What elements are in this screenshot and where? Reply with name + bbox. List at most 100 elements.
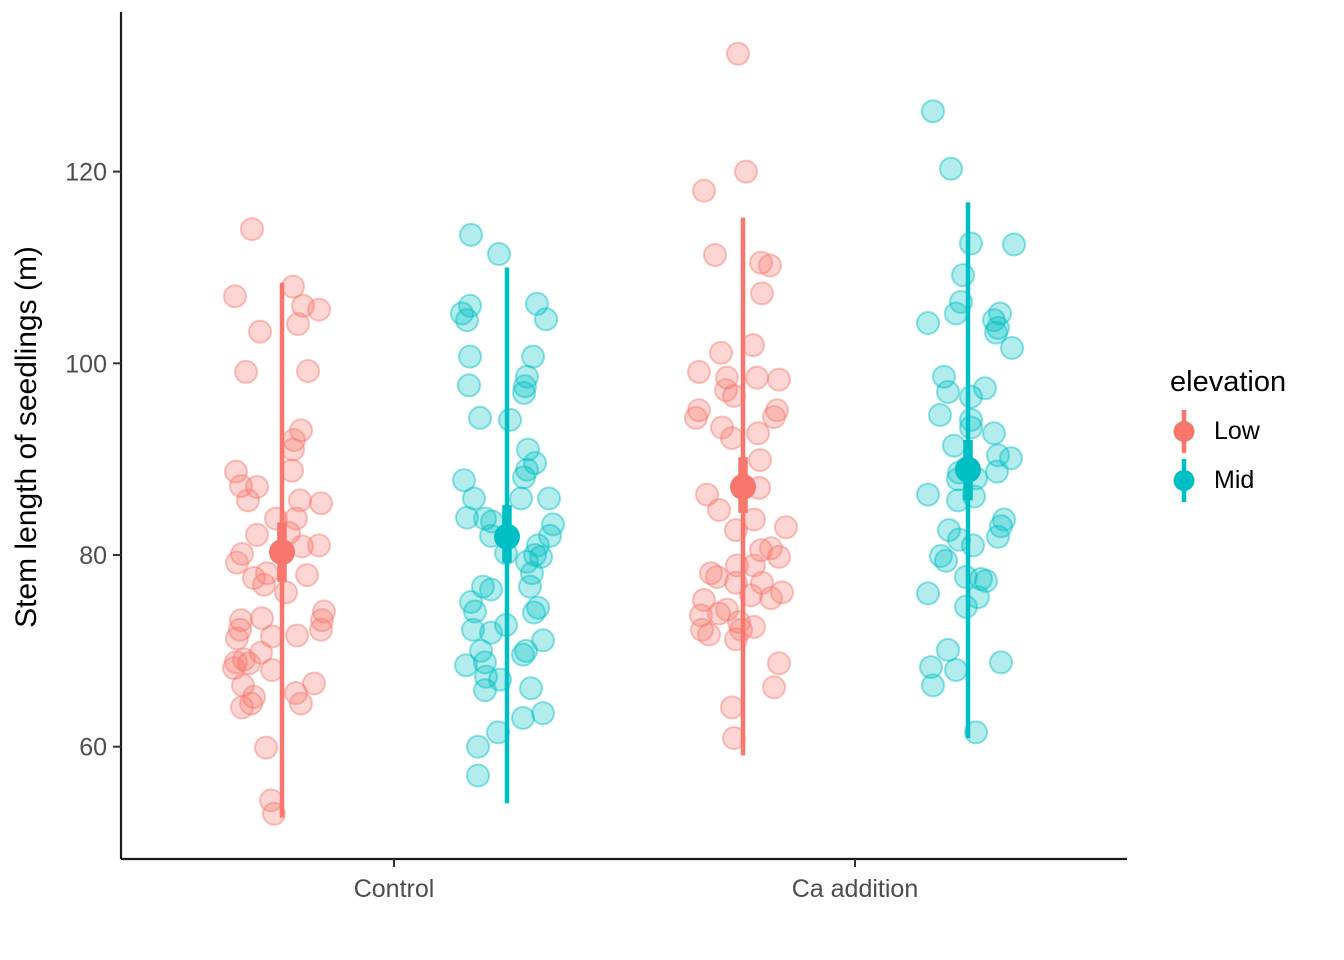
data-point — [450, 301, 474, 326]
data-point — [523, 543, 547, 567]
data-point — [720, 695, 744, 720]
data-point — [223, 284, 247, 309]
data-point — [1002, 232, 1026, 257]
data-point — [942, 433, 966, 458]
data-point — [225, 626, 249, 651]
data-point — [522, 600, 546, 625]
data-point — [474, 664, 498, 689]
data-point — [230, 542, 254, 567]
data-point — [457, 373, 481, 398]
data-point — [705, 565, 729, 590]
data-point — [291, 293, 315, 318]
data-point — [944, 658, 968, 683]
data-point — [767, 367, 791, 392]
data-point — [697, 622, 721, 647]
data-point — [461, 617, 485, 642]
data-point — [684, 405, 708, 430]
data-point — [692, 178, 716, 203]
data-point — [518, 574, 542, 599]
data-point — [229, 473, 253, 498]
y-tick-label: 80 — [79, 542, 107, 570]
data-point — [748, 448, 772, 473]
data-point — [989, 650, 1013, 675]
data-point — [242, 566, 266, 591]
data-point — [929, 543, 953, 568]
data-point — [741, 333, 765, 358]
data-point — [516, 437, 540, 462]
data-point — [309, 491, 333, 516]
data-point — [758, 253, 782, 278]
data-point — [236, 488, 260, 513]
data-point — [466, 734, 490, 759]
data-point — [974, 568, 998, 593]
data-point — [690, 617, 714, 642]
data-point — [239, 691, 263, 716]
data-point — [921, 673, 945, 698]
data-point — [280, 458, 304, 483]
data-point — [242, 684, 266, 709]
data-point — [715, 365, 739, 390]
data-point — [288, 488, 312, 513]
data-point — [274, 580, 298, 605]
points-group-mid — [916, 99, 1026, 745]
data-point — [750, 281, 774, 306]
pointrange-low — [730, 217, 756, 756]
data-point — [985, 459, 1009, 484]
data-point — [951, 263, 975, 288]
data-point — [745, 365, 769, 390]
data-point — [228, 617, 252, 642]
data-point — [989, 514, 1013, 539]
data-point — [284, 506, 308, 531]
data-point — [245, 522, 269, 547]
data-point — [687, 359, 711, 384]
data-point — [959, 407, 983, 432]
data-point — [916, 581, 940, 606]
data-point — [487, 242, 511, 267]
data-point — [230, 695, 254, 720]
data-point — [459, 589, 483, 614]
data-point — [511, 705, 535, 730]
data-point — [245, 474, 269, 499]
data-point — [458, 344, 482, 369]
data-point — [254, 735, 278, 760]
data-point — [302, 671, 326, 696]
legend-entry: Mid — [1170, 456, 1286, 505]
data-point — [455, 505, 479, 530]
data-point — [932, 364, 956, 389]
data-point — [928, 403, 952, 428]
y-tick-label: 100 — [65, 350, 107, 378]
data-point — [289, 691, 313, 716]
data-point — [498, 407, 522, 432]
data-point — [720, 426, 744, 451]
data-point — [710, 415, 734, 440]
data-point — [295, 563, 319, 588]
data-point — [531, 701, 555, 726]
data-point — [774, 515, 798, 540]
data-point — [750, 570, 774, 595]
data-point — [734, 159, 758, 184]
data-point — [964, 720, 988, 745]
data-point — [225, 550, 249, 575]
data-point — [473, 650, 497, 675]
data-point — [231, 673, 255, 698]
data-point — [479, 620, 503, 645]
data-point — [959, 415, 983, 440]
data-point — [529, 544, 553, 569]
data-point — [523, 450, 547, 475]
pointrange-low — [269, 282, 295, 818]
mean-point — [494, 523, 520, 550]
data-point — [284, 681, 308, 706]
legend-title: elevation — [1170, 366, 1287, 398]
data-point — [992, 507, 1016, 532]
data-point — [479, 577, 503, 602]
data-point — [232, 647, 256, 672]
data-point — [746, 421, 770, 446]
y-tick-label: 120 — [65, 159, 107, 187]
data-point — [973, 376, 997, 401]
data-point — [519, 676, 543, 701]
data-point — [534, 307, 558, 332]
data-point — [468, 405, 492, 430]
data-point — [984, 320, 1008, 345]
